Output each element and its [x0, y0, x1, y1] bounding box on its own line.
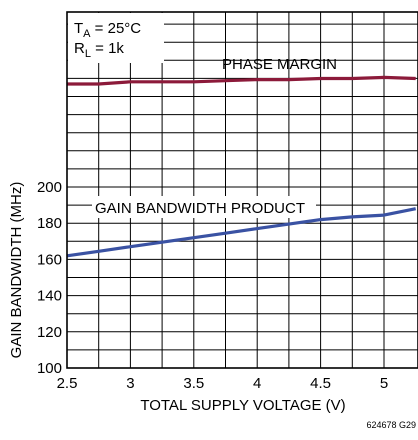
y-tick-label: 140 — [37, 288, 62, 305]
series-line-phase-margin — [67, 75, 416, 86]
conditions-bg — [68, 13, 164, 63]
grid-layer — [67, 12, 418, 368]
x-axis-label: TOTAL SUPPLY VOLTAGE (V) — [140, 397, 345, 414]
series-label-phase-margin: PHASE MARGIN — [222, 56, 337, 73]
condition-text: TA = 25°C — [74, 20, 141, 40]
conditions-box: TA = 25°CRL = 1k — [68, 13, 164, 63]
y-axis-label: GAIN BANDWIDTH (MHz) — [8, 182, 25, 359]
series-line-gain-bandwidth-product — [66, 207, 417, 258]
plot-frame — [66, 11, 418, 369]
x-tick-label: 2.5 — [57, 375, 78, 392]
x-tick-label: 3.5 — [183, 375, 204, 392]
condition-text: RL = 1k — [74, 40, 124, 60]
x-tick-label: 4.5 — [310, 375, 331, 392]
y-tick-label: 200 — [37, 179, 62, 196]
series-label-gain-bandwidth-product: GAIN BANDWIDTH PRODUCT — [95, 200, 305, 217]
y-tick-label: 120 — [37, 324, 62, 341]
y-tick-label: 160 — [37, 251, 62, 268]
series-label-bg-gbw — [92, 196, 316, 218]
x-tick-label: 4 — [253, 375, 261, 392]
tick-labels: 2.5 3 3.5 4 4.5 5 100 120 140 160 180 200 — [37, 179, 388, 392]
x-tick-label: 5 — [380, 375, 388, 392]
y-tick-label: 100 — [37, 360, 62, 377]
figure-id: 624678 G29 — [366, 420, 416, 430]
series-layer — [66, 75, 417, 258]
y-tick-label: 180 — [37, 215, 62, 232]
x-tick-label: 3 — [126, 375, 134, 392]
